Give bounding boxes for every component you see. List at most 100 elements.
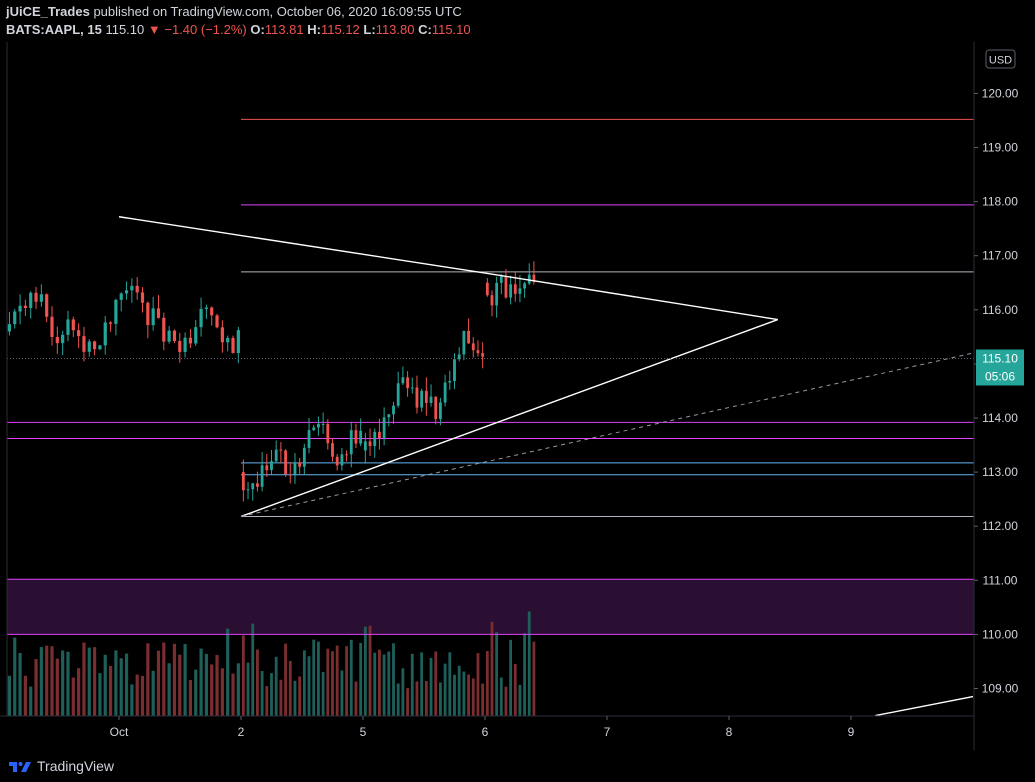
candle[interactable] [373,431,377,447]
candle[interactable] [66,319,70,335]
trendline[interactable] [484,272,778,321]
candle[interactable] [156,308,161,318]
candle[interactable] [251,483,255,490]
candle[interactable] [204,307,208,309]
candle[interactable] [448,381,452,383]
candle[interactable] [471,343,475,351]
trendline[interactable] [118,216,486,274]
candle[interactable] [210,307,214,316]
candle[interactable] [45,294,49,317]
candle[interactable] [527,274,531,284]
candle[interactable] [178,340,182,352]
candle[interactable] [317,423,320,428]
candle[interactable] [293,462,297,475]
trendline[interactable] [240,318,779,518]
candle[interactable] [415,387,419,408]
candle[interactable] [260,465,264,487]
candle[interactable] [220,327,224,343]
candle[interactable] [359,430,363,444]
candle[interactable] [241,472,245,491]
candle[interactable] [420,390,424,408]
candle[interactable] [231,337,235,354]
candle[interactable] [71,319,75,331]
candle[interactable] [55,336,59,344]
author-name[interactable]: jUiCE_Trades [6,4,90,19]
candle[interactable] [387,414,391,418]
candle[interactable] [226,337,230,343]
candle[interactable] [82,336,86,352]
candle[interactable] [392,405,395,415]
candle[interactable] [354,430,358,444]
candle[interactable] [98,345,102,350]
candle[interactable] [457,354,461,360]
candle[interactable] [504,276,508,298]
candle[interactable] [429,396,433,403]
candle[interactable] [288,474,292,476]
candle[interactable] [183,337,187,352]
candle[interactable] [114,299,118,324]
candle[interactable] [476,350,480,354]
candle[interactable] [93,341,97,350]
candle[interactable] [151,308,155,326]
candle[interactable] [162,317,166,342]
trendline[interactable] [875,695,974,717]
candle[interactable] [363,441,367,451]
candle[interactable] [335,456,339,466]
candle[interactable] [172,330,177,341]
candle[interactable] [307,430,311,448]
candle[interactable] [13,311,17,325]
tradingview-logo[interactable]: TradingView [8,756,114,776]
chart-area[interactable]: USD 109.00 110.00 111.00 112.00 113.00 114.00 1… [0,42,1035,755]
candle[interactable] [368,441,372,447]
candle[interactable] [331,443,334,457]
candle[interactable] [410,387,414,389]
candle[interactable] [378,431,381,439]
candle[interactable] [236,330,240,354]
candle[interactable] [349,430,353,455]
candle[interactable] [401,377,405,384]
candle[interactable] [513,284,517,294]
candle[interactable] [406,377,409,389]
candle[interactable] [485,282,489,296]
candle[interactable] [312,427,316,431]
candle[interactable] [119,293,123,300]
candle[interactable] [340,454,344,466]
candle[interactable] [396,383,400,406]
currency-badge[interactable] [985,49,1016,69]
candle[interactable] [34,292,38,302]
candle[interactable] [279,449,283,451]
candle[interactable] [270,461,273,471]
candle[interactable] [199,308,203,328]
candle[interactable] [345,454,348,456]
candle[interactable] [130,285,134,291]
candle[interactable] [103,322,107,346]
candle[interactable] [23,305,27,309]
candle[interactable] [77,330,81,337]
candle[interactable] [18,305,22,312]
candle[interactable] [167,330,171,342]
candle[interactable] [467,330,470,344]
candle[interactable] [439,402,442,420]
candle[interactable] [87,341,91,352]
candle[interactable] [499,276,503,283]
candle[interactable] [523,283,526,289]
candle[interactable] [140,292,145,303]
candle[interactable] [382,417,386,439]
candle[interactable] [518,288,522,294]
candle[interactable] [298,462,302,467]
candle[interactable] [124,290,129,294]
candle[interactable] [453,359,456,382]
candle[interactable] [424,390,428,403]
trendline[interactable] [240,352,974,517]
candle[interactable] [135,285,139,293]
candle[interactable] [509,284,513,298]
candle[interactable] [495,282,499,306]
candle[interactable] [146,302,150,326]
candle[interactable] [321,423,325,425]
candle[interactable] [326,423,330,444]
candle[interactable] [194,327,198,344]
candle[interactable] [434,396,438,420]
candle[interactable] [188,337,193,344]
candle[interactable] [39,294,43,302]
candle[interactable] [532,274,536,282]
